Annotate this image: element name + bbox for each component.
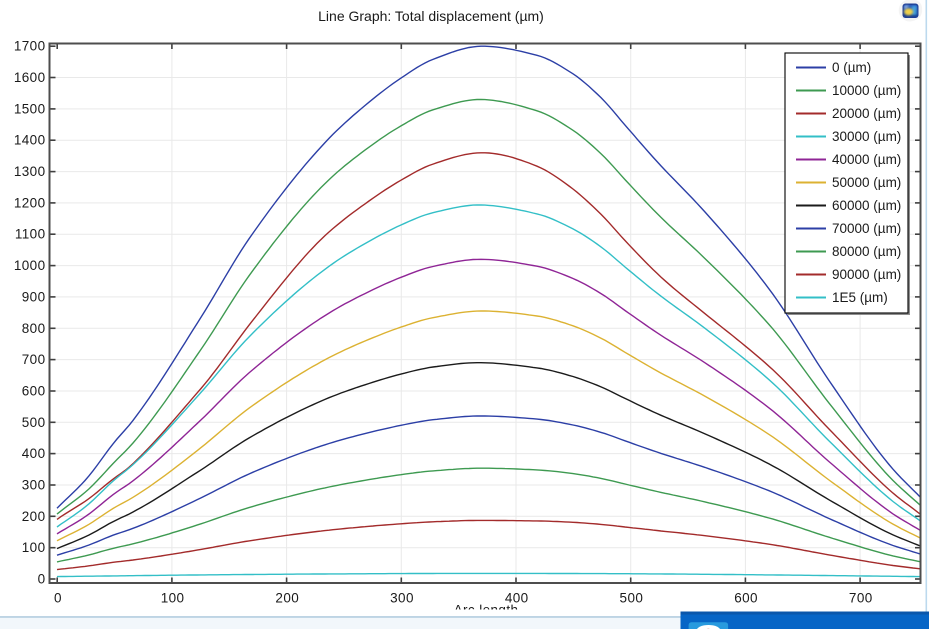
- svg-text:10000 (µm): 10000 (µm): [832, 83, 901, 98]
- svg-text:1500: 1500: [14, 101, 46, 116]
- svg-text:20000 (µm): 20000 (µm): [832, 106, 901, 121]
- svg-text:900: 900: [22, 289, 46, 304]
- svg-text:1E5 (µm): 1E5 (µm): [832, 290, 888, 305]
- svg-text:1100: 1100: [15, 227, 46, 242]
- svg-text:1200: 1200: [14, 195, 46, 210]
- svg-text:300: 300: [22, 478, 46, 493]
- svg-text:0 (µm): 0 (µm): [832, 60, 871, 75]
- svg-text:100: 100: [22, 540, 46, 555]
- svg-text:Line Graph: Total displacement: Line Graph: Total displacement (µm): [318, 8, 544, 24]
- svg-text:200: 200: [275, 590, 299, 605]
- svg-text:30000 (µm): 30000 (µm): [832, 129, 901, 144]
- svg-text:200: 200: [22, 509, 46, 524]
- svg-text:800: 800: [22, 321, 46, 336]
- svg-text:1400: 1400: [14, 133, 46, 148]
- svg-text:700: 700: [22, 352, 46, 367]
- svg-text:40000 (µm): 40000 (µm): [832, 152, 901, 167]
- svg-text:60000 (µm): 60000 (µm): [832, 198, 901, 213]
- svg-text:50000 (µm): 50000 (µm): [832, 175, 901, 190]
- svg-text:1600: 1600: [14, 70, 46, 85]
- svg-text:500: 500: [22, 415, 46, 430]
- svg-text:1000: 1000: [14, 258, 46, 273]
- svg-text:500: 500: [620, 590, 644, 605]
- svg-text:1300: 1300: [14, 164, 46, 179]
- svg-text:400: 400: [505, 590, 529, 605]
- svg-text:300: 300: [390, 590, 414, 605]
- svg-text:Arc length: Arc length: [454, 602, 519, 617]
- svg-text:600: 600: [734, 590, 758, 605]
- svg-text:0: 0: [38, 572, 46, 587]
- svg-text:90000 (µm): 90000 (µm): [832, 267, 901, 282]
- svg-text:600: 600: [22, 384, 46, 399]
- svg-text:1700: 1700: [14, 39, 46, 54]
- svg-text:100: 100: [161, 590, 185, 605]
- svg-text:70000 (µm): 70000 (µm): [832, 221, 901, 236]
- svg-text:0: 0: [54, 590, 62, 605]
- svg-text:700: 700: [849, 590, 873, 605]
- svg-text:400: 400: [22, 446, 46, 461]
- svg-text:80000 (µm): 80000 (µm): [832, 244, 901, 259]
